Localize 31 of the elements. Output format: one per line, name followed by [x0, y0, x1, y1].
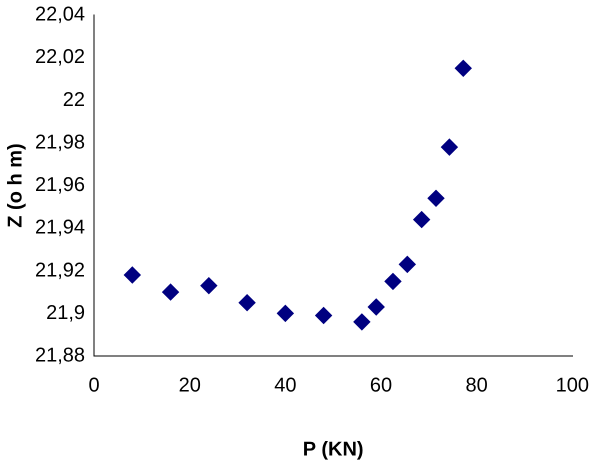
point [440, 138, 458, 156]
point [368, 298, 385, 316]
x-tick-label: 20 [178, 374, 201, 397]
y-tick-label: 21,92 [34, 259, 86, 282]
y-tick-label: 22,02 [34, 46, 86, 68]
y-tick-label: 21,9 [46, 302, 86, 324]
point [353, 313, 370, 330]
point [454, 60, 472, 77]
point [384, 272, 402, 290]
x-tick-label: 40 [274, 374, 296, 397]
y-tick-label: 21,96 [34, 174, 86, 196]
point [413, 211, 430, 228]
y-tick-label: 21,98 [34, 131, 86, 154]
x-tick-label: 80 [466, 374, 488, 397]
point [428, 190, 445, 207]
y-axis-title: Z (o h m) [4, 143, 27, 228]
y-tick-label: 21,88 [34, 344, 86, 367]
point [238, 294, 256, 312]
y-tick-label: 22,04 [34, 4, 86, 26]
point [200, 277, 218, 294]
point [162, 284, 180, 301]
x-tick-label: 100 [556, 374, 590, 397]
x-axis-title: P (KN) [302, 438, 364, 461]
point [315, 307, 332, 324]
point [276, 304, 294, 322]
point [124, 266, 141, 284]
y-tick-label: 21,94 [34, 216, 86, 239]
x-tick-label: 0 [88, 374, 100, 397]
y-tick-label: 22 [62, 88, 86, 111]
x-tick-label: 60 [370, 374, 392, 397]
point [398, 256, 416, 273]
